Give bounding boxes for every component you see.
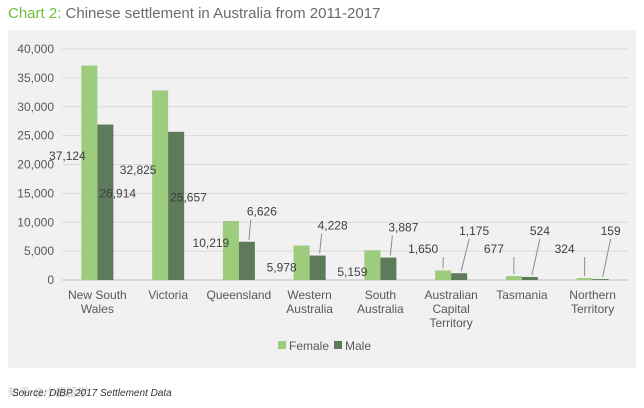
male-value-label: 6,626 bbox=[247, 205, 277, 219]
x-category-label: Capital bbox=[432, 302, 469, 316]
x-category-label: Victoria bbox=[148, 288, 188, 302]
female-bar bbox=[222, 220, 239, 280]
male-value-label: 3,887 bbox=[388, 221, 418, 235]
legend-male-label: Male bbox=[345, 339, 371, 353]
legend-female-label: Female bbox=[289, 339, 329, 353]
male-label-leader bbox=[319, 233, 323, 254]
x-category-label: Australian bbox=[424, 288, 477, 302]
female-bar bbox=[435, 270, 452, 280]
y-tick-label: 25,000 bbox=[17, 129, 54, 143]
x-category-label: Territory bbox=[571, 302, 614, 316]
male-bar bbox=[451, 273, 468, 280]
x-category-label: Territory bbox=[429, 316, 472, 330]
y-tick-label: 5,000 bbox=[24, 244, 54, 258]
female-bar bbox=[505, 276, 522, 280]
female-value-label: 5,978 bbox=[267, 260, 297, 274]
male-value-label: 1,175 bbox=[459, 224, 489, 238]
male-value-label: 25,657 bbox=[170, 190, 207, 204]
male-value-label: 524 bbox=[530, 224, 550, 238]
female-bar bbox=[364, 250, 381, 280]
x-category-label: New South bbox=[68, 288, 127, 302]
legend-male-swatch bbox=[334, 341, 342, 349]
female-value-label: 32,825 bbox=[120, 163, 157, 177]
female-bar bbox=[152, 90, 169, 280]
y-tick-label: 40,000 bbox=[17, 42, 54, 56]
x-category-label: South bbox=[365, 288, 396, 302]
male-label-leader bbox=[460, 238, 470, 272]
chart-title-text: Chinese settlement in Australia from 201… bbox=[61, 5, 381, 22]
x-category-label: Australia bbox=[357, 302, 404, 316]
y-tick-label: 20,000 bbox=[17, 158, 54, 172]
male-bar bbox=[592, 279, 609, 280]
female-value-label: 1,650 bbox=[408, 242, 438, 256]
x-category-label: Tasmania bbox=[496, 288, 548, 302]
female-value-label: 677 bbox=[484, 242, 504, 256]
legend-female-swatch bbox=[278, 341, 286, 349]
male-bar bbox=[97, 124, 114, 280]
chart-title-prefix: Chart 2: bbox=[8, 5, 62, 22]
female-value-label: 10,219 bbox=[193, 236, 230, 250]
female-bar bbox=[576, 278, 593, 280]
bar-chart: 0 5,000 10,000 15,000 20,000 25,000 30,000 35,0… bbox=[17, 42, 628, 353]
x-category-label: Australia bbox=[286, 302, 333, 316]
x-category-label: Queensland bbox=[207, 288, 272, 302]
male-bar bbox=[380, 257, 397, 280]
female-bar bbox=[293, 245, 310, 280]
male-bar bbox=[309, 255, 326, 280]
male-value-label: 26,914 bbox=[99, 187, 136, 201]
y-tick-label: 0 bbox=[47, 273, 54, 287]
female-bar bbox=[81, 65, 98, 280]
male-label-leader bbox=[602, 238, 612, 278]
source-note: Source: DIBP 2017 Settlement Data bbox=[12, 388, 172, 399]
x-category-label: Northern bbox=[569, 288, 616, 302]
male-label-leader bbox=[389, 235, 393, 256]
x-category-label: Western bbox=[287, 288, 331, 302]
male-value-label: 4,228 bbox=[318, 219, 348, 233]
male-label-leader bbox=[531, 238, 541, 276]
watermark: 知乎 @小鹿留学 bbox=[8, 387, 89, 399]
male-value-label: 159 bbox=[601, 224, 621, 238]
y-tick-label: 30,000 bbox=[17, 100, 54, 114]
y-tick-label: 35,000 bbox=[17, 71, 54, 85]
y-tick-label: 15,000 bbox=[17, 186, 54, 200]
chart-title: Chart 2: Chinese settlement in Australia… bbox=[8, 5, 380, 22]
male-bar bbox=[238, 241, 255, 280]
male-bar bbox=[168, 131, 185, 280]
x-category-label: Wales bbox=[81, 302, 114, 316]
male-label-leader bbox=[248, 219, 252, 240]
female-value-label: 5,159 bbox=[337, 265, 367, 279]
female-value-label: 324 bbox=[555, 242, 575, 256]
female-value-label: 37,124 bbox=[49, 149, 86, 163]
y-tick-label: 10,000 bbox=[17, 215, 54, 229]
male-bar bbox=[521, 276, 538, 280]
